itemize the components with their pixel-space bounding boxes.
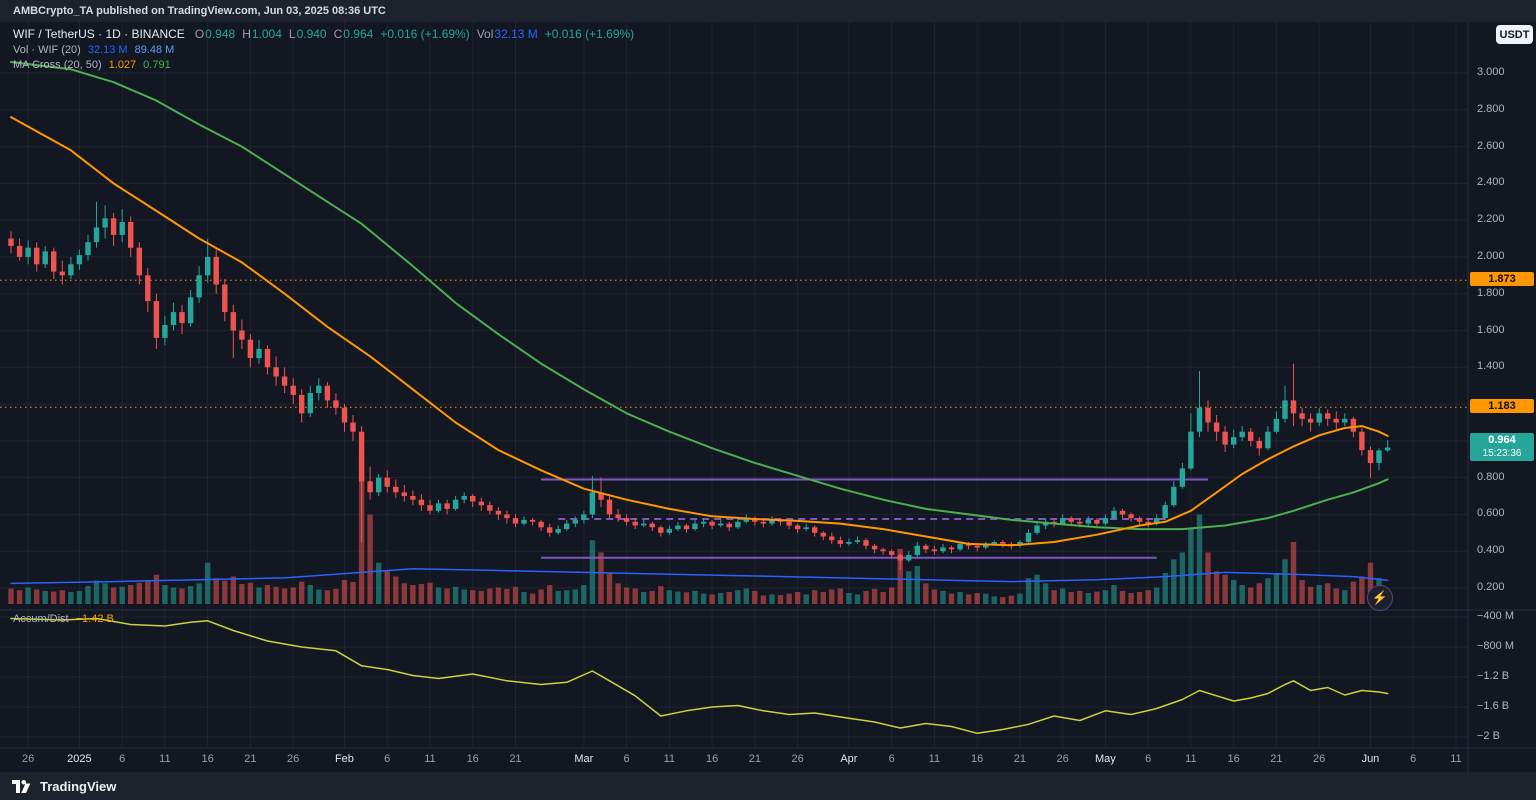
ma50-value: 0.791 — [143, 59, 171, 71]
ma20-value: 1.027 — [108, 59, 137, 71]
bar-close-countdown: 15:23:36 — [1482, 448, 1522, 460]
high-value: 1.004 — [251, 27, 282, 41]
volume-label: Vol — [476, 27, 494, 41]
volume-ma-value: 89.48 M — [134, 44, 175, 56]
symbol-title: WIF / TetherUS · 1D · BINANCE — [13, 27, 185, 41]
close-label: C — [333, 27, 343, 41]
volume-indicator-label: Vol · WIF (20) — [13, 44, 81, 56]
volume-change: +0.016 (+1.69%) — [544, 27, 635, 41]
low-value: 0.940 — [296, 27, 327, 41]
lightning-icon: ⚡ — [1371, 590, 1389, 605]
publisher-bar: AMBCrypto_TA published on TradingView.co… — [0, 0, 1536, 22]
symbol-legend-row[interactable]: WIF / TetherUS · 1D · BINANCE O0.948 H1.00… — [13, 27, 641, 41]
current-price-text: 0.964 — [1488, 434, 1516, 447]
footer-bar: TradingView — [0, 772, 1536, 800]
publisher-text: AMBCrypto_TA published on TradingView.co… — [13, 5, 386, 17]
volume-value: 32.13 M — [494, 27, 538, 41]
high-label: H — [242, 27, 251, 41]
chart-legend: WIF / TetherUS · 1D · BINANCE O0.948 H1.00… — [13, 27, 641, 74]
ma-cross-label: MA Cross (20, 50) — [13, 59, 102, 71]
close-value: 0.964 — [343, 27, 374, 41]
change-value: +0.016 (+1.69%) — [380, 27, 470, 41]
price-level-badge-text: 1.873 — [1488, 272, 1516, 285]
boost-button[interactable]: ⚡ — [1367, 585, 1393, 611]
low-label: L — [288, 27, 296, 41]
currency-toggle-button[interactable]: USDT — [1496, 25, 1533, 44]
volume-indicator-row[interactable]: Vol · WIF (20) 32.13 M 89.48 M — [13, 44, 641, 56]
price-level-badge-1183: 1.183 — [1470, 398, 1534, 413]
accum-dist-label: Accum/Dist — [13, 613, 69, 625]
open-label: O — [194, 27, 205, 41]
accum-dist-legend-row[interactable]: Accum/Dist −1.42 B — [13, 613, 114, 625]
volume-current-value: 32.13 M — [87, 44, 128, 56]
tradingview-logo-icon[interactable] — [12, 779, 33, 793]
price-level-badge-1873: 1.873 — [1470, 271, 1534, 286]
ma-cross-row[interactable]: MA Cross (20, 50) 1.027 0.791 — [13, 59, 641, 71]
price-level-badge-text: 1.183 — [1488, 399, 1516, 412]
open-value: 0.948 — [205, 27, 236, 41]
accum-dist-value: −1.42 B — [75, 613, 114, 625]
current-price-badge: 0.964 15:23:36 — [1470, 433, 1534, 462]
tradingview-wordmark[interactable]: TradingView — [40, 778, 117, 794]
